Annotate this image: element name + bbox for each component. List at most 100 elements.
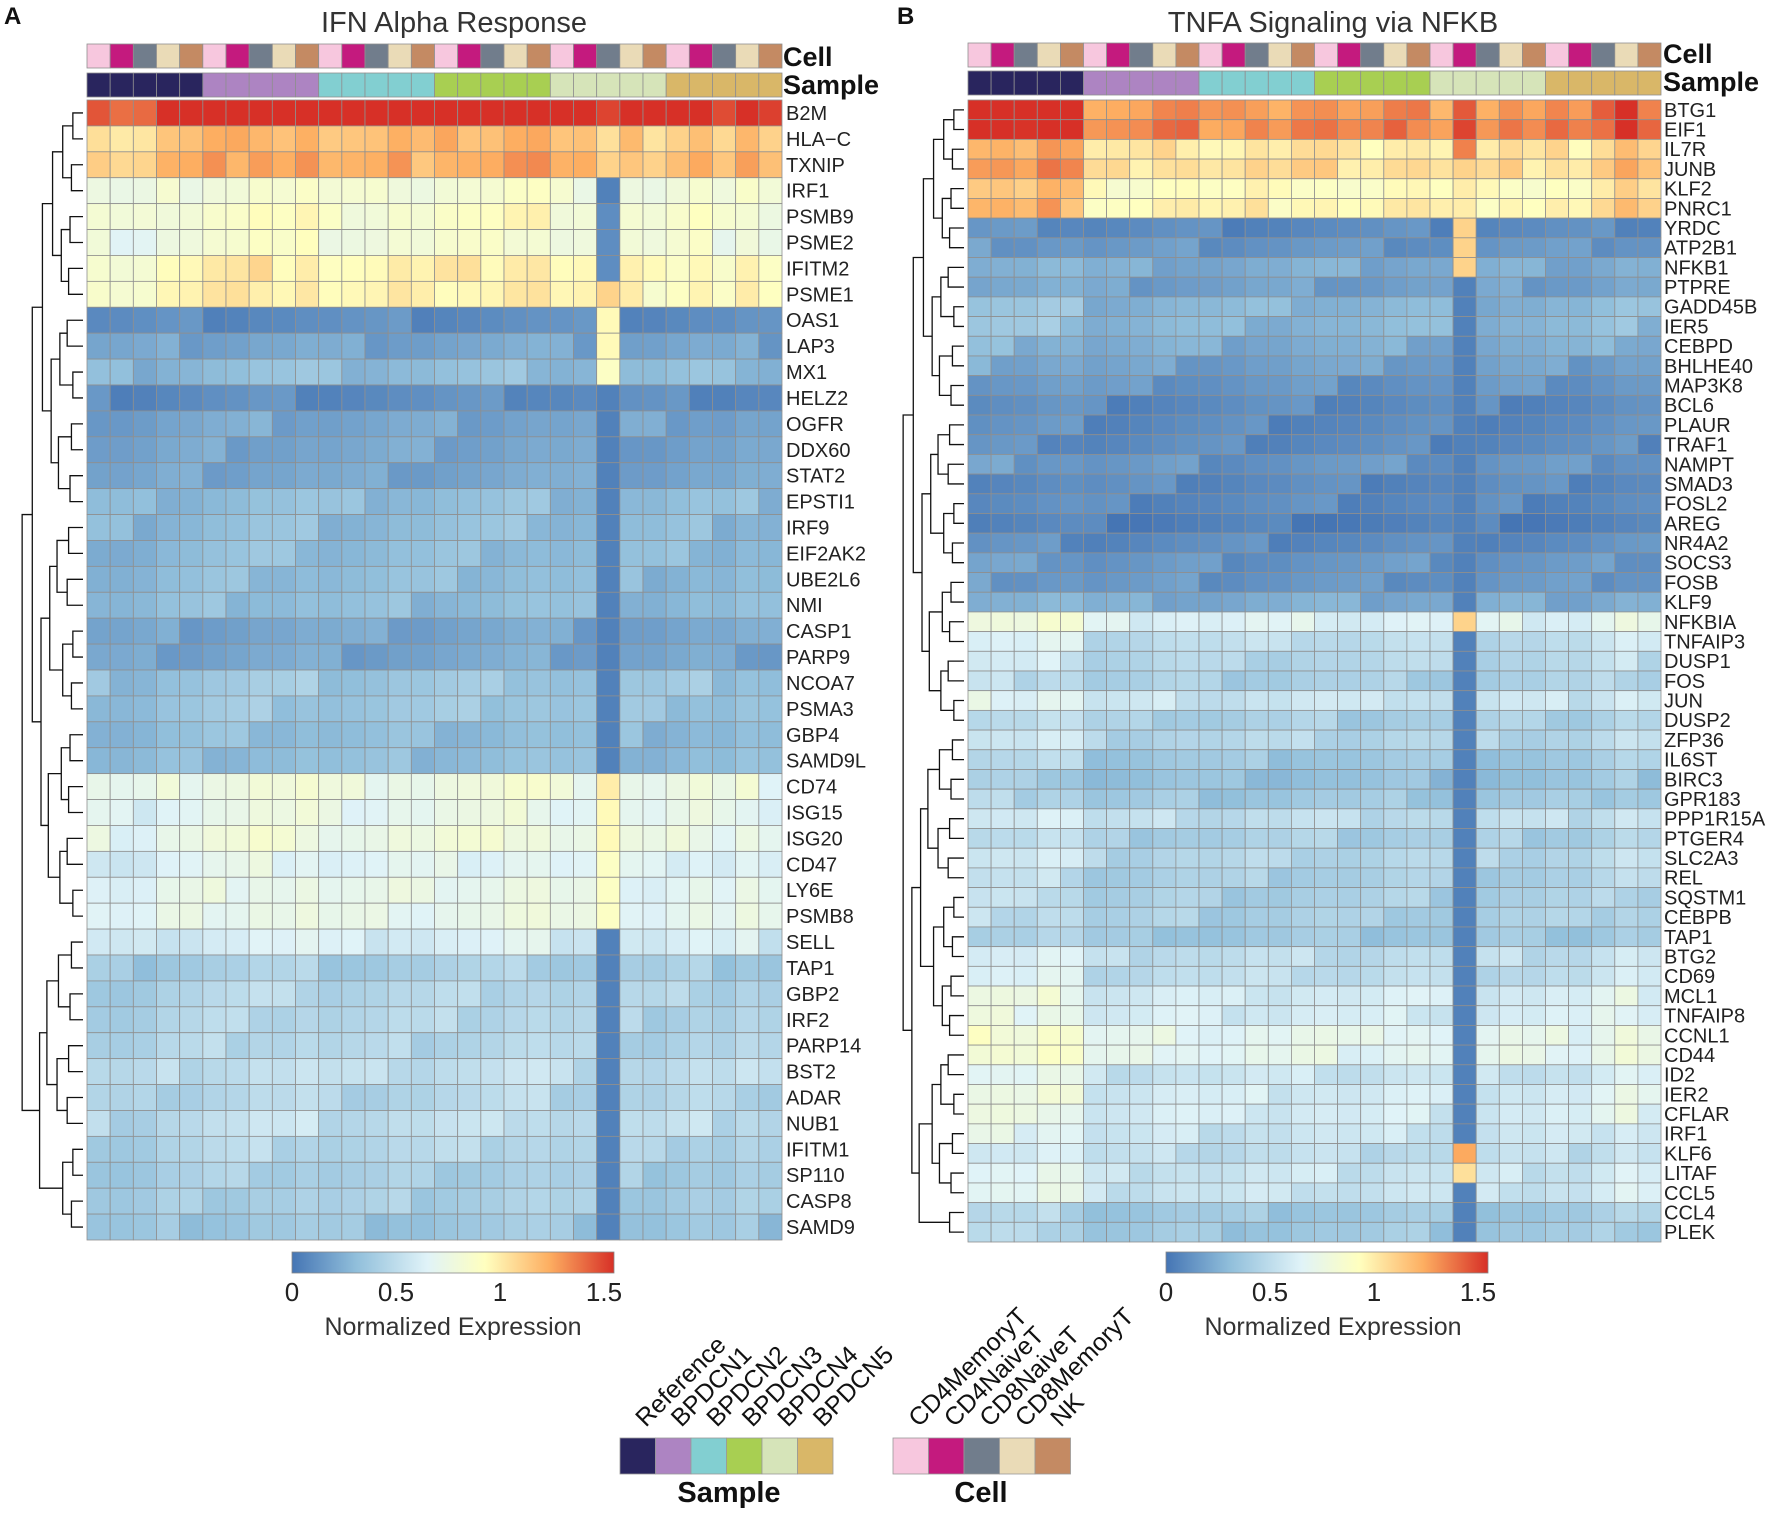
cell-annotation-swatch (1406, 42, 1431, 68)
heatmap-cell (573, 617, 598, 645)
heatmap-cell (1522, 650, 1546, 672)
heatmap-cell (1545, 808, 1570, 829)
heatmap-cell (341, 850, 366, 878)
sample-annotation-swatch (1221, 70, 1246, 96)
dendrogram-branch (950, 187, 964, 209)
cell-annotation-swatch (619, 43, 644, 69)
dendrogram-branch (940, 670, 954, 712)
sample-annotation-swatch (202, 72, 227, 98)
heatmap-cell (967, 355, 992, 377)
heatmap-cell (619, 695, 644, 723)
heatmap-cell (457, 1084, 482, 1111)
heatmap-cell (735, 669, 760, 697)
colorbar-tick: 1 (1367, 1277, 1381, 1307)
heatmap-cell (179, 591, 204, 619)
heatmap-cell (86, 747, 111, 775)
heatmap-cell (434, 1058, 459, 1085)
heatmap-cell (387, 902, 412, 930)
heatmap-cell (758, 1135, 783, 1163)
heatmap-cell (1498, 375, 1523, 396)
heatmap-cell (410, 1006, 435, 1034)
heatmap-cell (1291, 198, 1315, 219)
sample-legend: ReferenceBPDCN1BPDCN2BPDCN3BPDCN4BPDCN5 … (619, 1331, 899, 1509)
heatmap-cell (225, 1032, 250, 1060)
heatmap-cell (1060, 178, 1084, 199)
heatmap-cell (1060, 552, 1084, 573)
heatmap-cell (1013, 946, 1038, 967)
heatmap-cell (480, 1187, 505, 1215)
heatmap-cell (549, 799, 574, 826)
heatmap-cell (248, 436, 273, 464)
cell-annotation-swatch (1221, 42, 1246, 68)
heatmap-cell (712, 203, 737, 230)
heatmap-cell (1175, 1202, 1200, 1223)
heatmap-cell (688, 1161, 713, 1189)
heatmap-cell (1383, 729, 1408, 751)
heatmap-cell (480, 255, 505, 282)
heatmap-cell (573, 825, 598, 852)
heatmap-cell (1060, 965, 1084, 987)
heatmap-cell (1360, 867, 1385, 888)
dendrogram-branch (953, 109, 964, 131)
heatmap-cell (457, 488, 482, 515)
heatmap-cell (1498, 335, 1523, 357)
heatmap-cell (967, 119, 992, 140)
heatmap-cell (1314, 946, 1339, 967)
heatmap-cell (202, 203, 227, 230)
heatmap-cell (1198, 316, 1223, 337)
heatmap-cell (1013, 867, 1038, 888)
heatmap-cell (1568, 572, 1593, 593)
heatmap-cell (1060, 1044, 1084, 1066)
heatmap-cell (1129, 1123, 1154, 1144)
heatmap-cell (1498, 532, 1523, 554)
gene-label: SAMD9 (786, 1217, 855, 1239)
heatmap-cell (1013, 493, 1038, 514)
heatmap-cell (1452, 611, 1477, 633)
heatmap-cell (318, 462, 343, 490)
heatmap-cell (202, 980, 227, 1008)
heatmap-cell (735, 617, 760, 645)
heatmap-cell (1452, 158, 1477, 180)
heatmap-cell (1614, 394, 1639, 416)
heatmap-cell (1152, 946, 1177, 967)
heatmap-cell (1475, 355, 1500, 377)
heatmap-cell (457, 280, 482, 308)
heatmap-cell (1475, 572, 1500, 593)
heatmap-cell (549, 747, 574, 775)
heatmap-cell (1452, 1162, 1477, 1184)
heatmap-cell (573, 721, 598, 749)
heatmap-cell (758, 1032, 783, 1060)
heatmap-cell (318, 280, 343, 308)
dendrogram-branch (902, 414, 914, 1031)
heatmap-cell (86, 462, 111, 490)
heatmap-cell (156, 773, 181, 800)
heatmap-cell (990, 1123, 1015, 1144)
heatmap-cell (596, 617, 621, 645)
heatmap-cell (1429, 375, 1454, 396)
heatmap-cell (387, 255, 412, 282)
heatmap-cell (387, 151, 412, 179)
heatmap-cell (202, 332, 227, 360)
heatmap-cell (434, 1032, 459, 1060)
heatmap-cell (1568, 847, 1593, 869)
heatmap-cell (1591, 217, 1616, 239)
cell-annotation-swatch (1337, 42, 1362, 68)
heatmap-cell (1244, 1103, 1269, 1125)
heatmap-cell (156, 591, 181, 619)
heatmap-cell (1545, 1162, 1570, 1184)
gene-label: ADAR (786, 1088, 842, 1110)
heatmap-cell (1429, 178, 1454, 199)
heatmap-cell (549, 1213, 574, 1241)
heatmap-cell (503, 229, 528, 256)
heatmap-cell (86, 1084, 111, 1111)
heatmap-cell (434, 151, 459, 179)
cell-annotation-swatch (735, 43, 760, 69)
heatmap-cell (1337, 847, 1362, 869)
heatmap-cell (1406, 454, 1431, 475)
heatmap-cell (434, 203, 459, 230)
cell-annotation-swatch (248, 43, 273, 69)
heatmap-cell (1244, 591, 1269, 613)
heatmap-cell (480, 876, 505, 904)
gene-label: JUNB (1664, 159, 1716, 181)
heatmap-cell (1129, 237, 1154, 258)
